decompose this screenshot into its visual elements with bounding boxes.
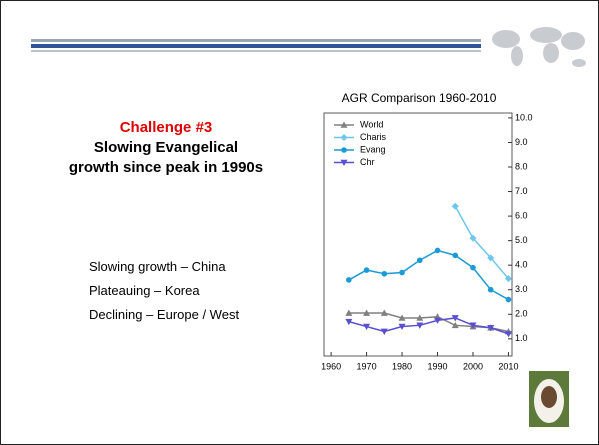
point — [345, 318, 353, 326]
point — [416, 257, 423, 264]
point — [345, 309, 353, 316]
point — [398, 314, 406, 321]
chart-title: AGR Comparison 1960-2010 — [342, 91, 497, 105]
y-tick-label: 1.0 — [515, 333, 528, 343]
y-tick-label: 6.0 — [515, 210, 528, 220]
point — [487, 324, 495, 332]
bullet: Plateauing – Korea — [89, 283, 200, 298]
legend-marker — [340, 121, 348, 128]
header-stripe — [31, 39, 481, 42]
point — [363, 323, 371, 331]
series-line — [454, 205, 510, 280]
bullet: Slowing growth – China — [89, 259, 226, 274]
x-tick-label: 1990 — [427, 361, 447, 371]
x-tick-label: 1960 — [321, 361, 341, 371]
legend-label: Evang — [360, 144, 386, 154]
legend-marker — [340, 159, 348, 166]
y-tick-label: 9.0 — [515, 137, 528, 147]
x-tick-label: 1980 — [392, 361, 412, 371]
point — [487, 286, 494, 293]
point — [380, 328, 388, 335]
point — [380, 309, 388, 316]
world-map — [492, 27, 586, 67]
legend-marker — [340, 134, 348, 141]
subheading: Slowing Evangelical — [93, 139, 239, 156]
y-tick-label: 8.0 — [515, 161, 528, 171]
subheading: growth since peak in 1990s — [68, 159, 264, 176]
point — [505, 296, 512, 303]
point — [469, 322, 477, 329]
point — [363, 267, 370, 273]
y-tick-label: 2.0 — [515, 309, 528, 319]
header-stripe — [31, 50, 481, 52]
header-stripe — [31, 44, 481, 48]
y-tick-label: 3.0 — [515, 284, 528, 294]
series-line — [348, 249, 509, 301]
point — [487, 254, 495, 262]
y-tick-label: 7.0 — [515, 186, 528, 196]
point — [346, 277, 352, 283]
heading: Challenge #3 — [119, 119, 213, 136]
point — [416, 314, 424, 321]
y-tick-label: 4.0 — [515, 260, 528, 270]
point — [452, 252, 459, 259]
y-tick-label: 5.0 — [515, 235, 528, 245]
point — [434, 317, 442, 324]
point — [434, 247, 441, 254]
series-line — [348, 317, 509, 335]
point — [399, 269, 405, 276]
point — [451, 321, 459, 329]
point — [504, 275, 512, 283]
bullet: Declining – Europe / West — [89, 307, 240, 322]
x-tick-label: 2000 — [463, 361, 483, 371]
y-tick-label: 10.0 — [515, 112, 533, 122]
point — [416, 322, 424, 329]
point — [398, 323, 406, 331]
point — [363, 309, 371, 316]
point — [451, 315, 459, 322]
x-tick-label: 1970 — [357, 361, 377, 371]
x-tick-label: 2010 — [498, 361, 518, 371]
legend-label: Charis — [360, 132, 387, 142]
point — [451, 202, 459, 210]
legend-label: Chr — [360, 157, 375, 167]
point — [381, 270, 388, 277]
legend-marker — [341, 147, 347, 153]
point — [469, 234, 477, 242]
photo — [529, 371, 569, 427]
plot-frame — [323, 112, 513, 357]
legend-label: World — [360, 119, 383, 129]
point — [504, 331, 512, 338]
point — [470, 264, 476, 271]
